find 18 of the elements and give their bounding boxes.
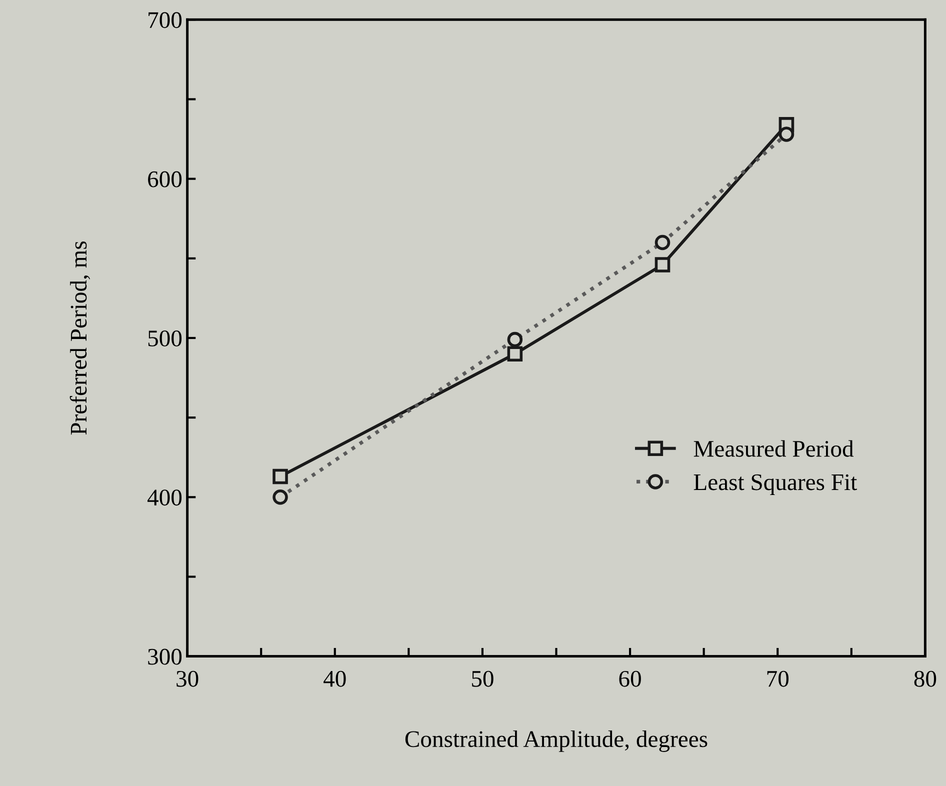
y-tick-label: 600 [148,171,182,188]
point [272,468,288,484]
x-tick-label: 60 [619,670,641,687]
y-axis-title: Preferred Period, ms [70,241,90,435]
point [507,346,523,362]
y-tick-label: 700 [148,12,182,28]
y-tick-label: 300 [148,648,182,665]
x-tick-label: 30 [176,670,198,687]
legend-label: Least Squares Fit [694,474,857,495]
x-tick-label: 40 [324,670,346,687]
x-tick-label: 70 [767,670,789,687]
x-tick-label: 50 [472,670,494,687]
y-tick-label: 500 [148,330,182,346]
x-tick-label: 80 [914,670,936,687]
y-tick-label: 400 [147,490,182,506]
legend-label: Measured Period [694,440,854,457]
point [654,257,670,272]
x-axis-title: Constrained Amplitude, degrees [405,730,708,752]
